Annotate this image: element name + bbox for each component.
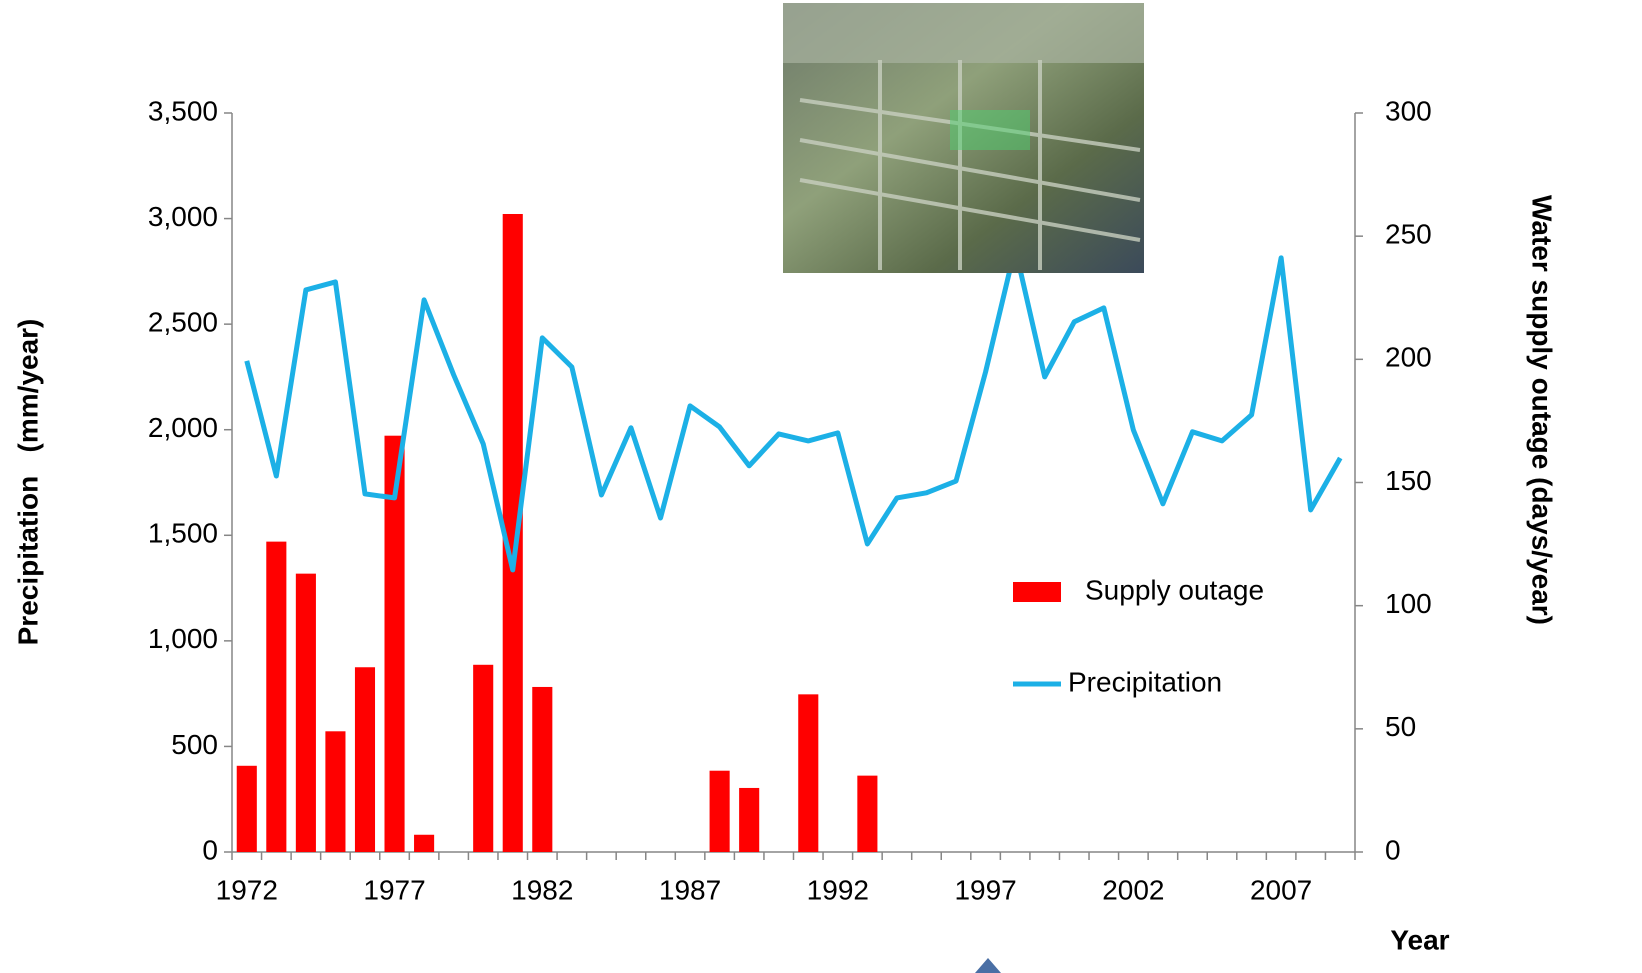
x-tick-label: 1987 xyxy=(659,874,721,905)
bar xyxy=(473,665,493,852)
x-tick-label: 2007 xyxy=(1250,874,1312,905)
bar xyxy=(857,776,877,852)
y2-tick-label: 100 xyxy=(1385,588,1432,619)
y-tick-label: 2,000 xyxy=(148,412,218,443)
y-tick-label: 1,500 xyxy=(148,518,218,549)
y-tick-label: 3,000 xyxy=(148,201,218,232)
y2-tick-label: 0 xyxy=(1385,834,1401,865)
y2-tick-label: 150 xyxy=(1385,465,1432,496)
pointer-shape xyxy=(975,958,1001,973)
x-tick-label: 1992 xyxy=(807,874,869,905)
legend-swatch xyxy=(1013,582,1061,602)
y-tick-label: 2,500 xyxy=(148,307,218,338)
y-tick-label: 500 xyxy=(171,729,218,760)
bar xyxy=(798,694,818,852)
y2-tick-label: 300 xyxy=(1385,95,1432,126)
y-tick-label: 1,000 xyxy=(148,623,218,654)
x-tick-label: 1997 xyxy=(954,874,1016,905)
x-tick-label: 1982 xyxy=(511,874,573,905)
bar xyxy=(266,542,286,852)
line xyxy=(247,248,1340,570)
y2-axis-title: Water supply outage (days/year) xyxy=(1527,195,1558,625)
y-axis-title: Precipitation (mm/year) xyxy=(12,319,43,646)
bar xyxy=(237,766,257,852)
y2-tick-label: 250 xyxy=(1385,219,1432,250)
x-tick-label: 1972 xyxy=(216,874,278,905)
y-tick-label: 3,500 xyxy=(148,95,218,126)
legend-label: Supply outage xyxy=(1085,574,1264,605)
chart: Precipitation (mm/year) Water supply out… xyxy=(0,0,1642,973)
x-axis-title: Year xyxy=(1390,924,1449,955)
x-tick-label: 1977 xyxy=(363,874,425,905)
y-tick-label: 0 xyxy=(202,834,218,865)
photo xyxy=(783,3,1144,273)
bar xyxy=(325,731,345,852)
legend-label: Precipitation xyxy=(1068,666,1222,697)
x-tick-label: 2002 xyxy=(1102,874,1164,905)
bar xyxy=(710,771,730,852)
bar xyxy=(532,687,552,852)
bar xyxy=(739,788,759,852)
bar xyxy=(355,667,375,852)
y2-tick-label: 200 xyxy=(1385,342,1432,373)
y2-tick-label: 50 xyxy=(1385,711,1416,742)
bar xyxy=(296,574,316,852)
bar xyxy=(414,835,434,852)
